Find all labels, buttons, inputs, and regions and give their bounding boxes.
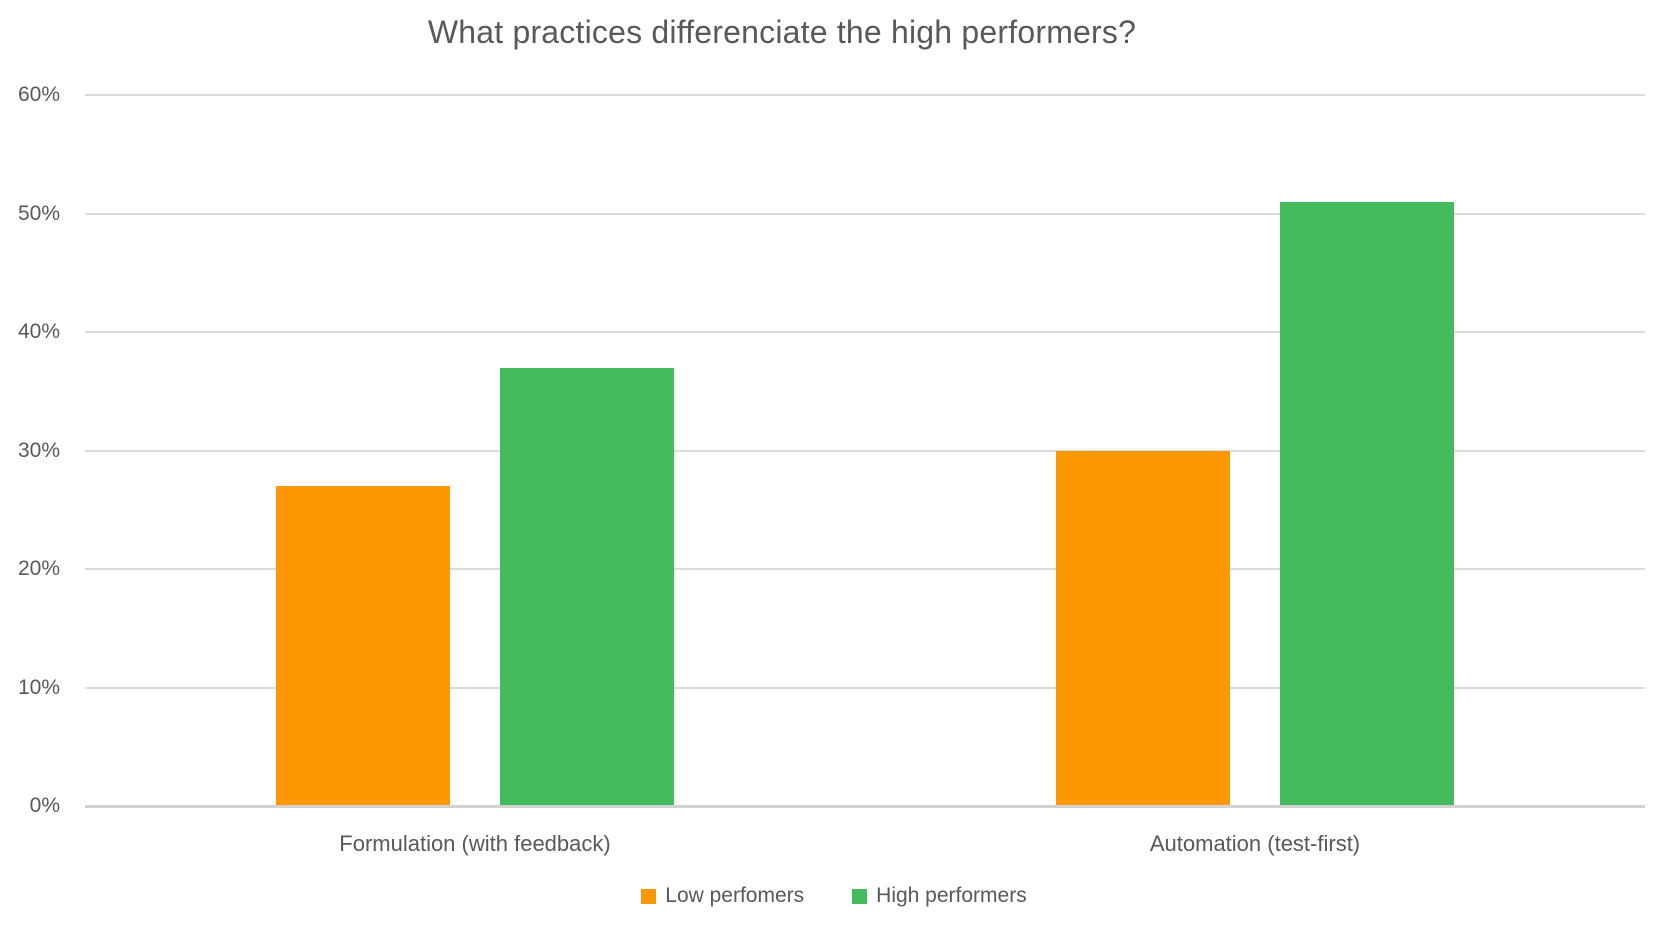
gridline-10%	[85, 686, 1645, 689]
category-label: Formulation (with feedback)	[339, 831, 611, 856]
y-tick-label: 30%	[17, 438, 60, 462]
y-tick-label: 0%	[29, 794, 60, 817]
legend-swatch-icon	[641, 888, 657, 904]
y-tick-label: 40%	[17, 320, 60, 343]
y-tick-label: 60%	[17, 83, 60, 106]
gridline-60%	[85, 94, 1645, 96]
gridline-30%	[85, 449, 1645, 452]
gridline-40%	[85, 331, 1645, 333]
legend-label: Low perfomers	[665, 884, 805, 907]
legend-swatch-icon	[852, 888, 868, 904]
x-axis-line	[85, 805, 1645, 808]
legend-item-low-perfomers: Low perfomers	[641, 884, 804, 908]
legend: Low perfomers High performers	[0, 884, 1668, 908]
legend-item-high-performers: High performers	[852, 884, 1027, 908]
y-tick-label: 10%	[17, 675, 60, 699]
y-tick-label: 20%	[17, 557, 60, 580]
bar-high-performers	[500, 367, 674, 806]
gridline-50%	[85, 212, 1645, 215]
category-label: Automation (test-first)	[1149, 831, 1361, 856]
bar-high-performers	[1280, 201, 1454, 806]
y-tick-label: 50%	[17, 201, 60, 225]
bar-low-perfomers	[276, 486, 450, 806]
gridline-20%	[85, 568, 1645, 570]
chart-title: What practices differenciate the high pe…	[427, 14, 1137, 50]
legend-label: High performers	[876, 884, 1027, 907]
bar-low-perfomers	[1056, 450, 1230, 806]
